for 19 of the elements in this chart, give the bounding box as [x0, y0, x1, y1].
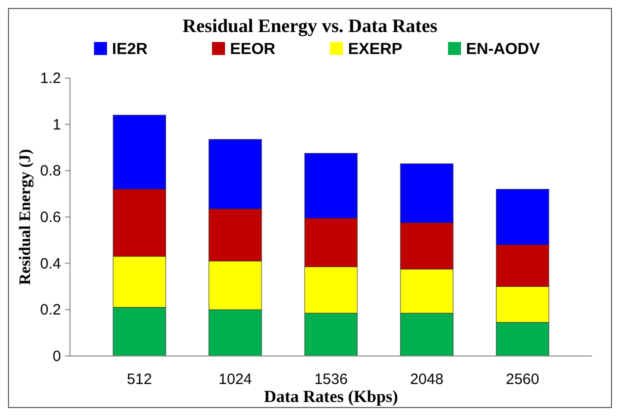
y-tick-label: 1 — [52, 116, 61, 134]
x-tick-label: 1024 — [218, 371, 252, 388]
y-tick-label: 0.4 — [40, 255, 61, 272]
x-axis-title: Data Rates (Kbps) — [264, 387, 398, 406]
y-tick-label: 0.2 — [40, 302, 61, 319]
y-tick-label: 0.6 — [40, 209, 61, 226]
x-tick-label: 2048 — [410, 371, 444, 388]
x-tick-label: 512 — [126, 371, 152, 388]
x-tick-label: 2560 — [506, 371, 540, 388]
legend-label: EN-AODV — [466, 41, 540, 58]
chart-title: Residual Energy vs. Data Rates — [182, 16, 438, 37]
legend-label: IE2R — [112, 41, 148, 58]
y-tick-label: 0 — [52, 348, 61, 365]
y-axis-title: Residual Energy (J) — [17, 149, 34, 285]
y-tick-label: 1.2 — [40, 70, 61, 87]
y-tick-label: 0.8 — [40, 162, 61, 180]
legend-label: EXERP — [348, 41, 403, 58]
legend-label: EEOR — [230, 41, 276, 58]
x-tick-label: 1536 — [314, 371, 348, 388]
